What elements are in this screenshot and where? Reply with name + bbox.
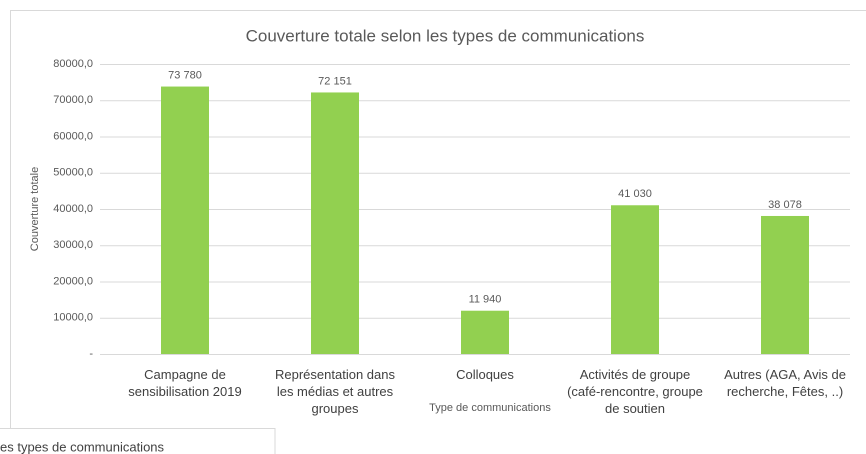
chart-border [10, 10, 866, 454]
x-tick-label: Colloques [456, 367, 514, 382]
data-label: 41 030 [618, 188, 652, 200]
overlay-text: es types de communications [0, 439, 165, 454]
x-tick-label: Autres (AGA, Avis de recherche, Fêtes, .… [724, 367, 846, 399]
y-tick-label: 20000,0 [53, 275, 93, 287]
bar [611, 205, 659, 354]
data-label: 11 940 [469, 294, 502, 306]
y-tick-label: 80000,0 [53, 58, 93, 70]
chart-title: Couverture totale selon les types de com… [246, 26, 645, 45]
y-tick-label: 30000,0 [53, 239, 93, 251]
data-label: 38 078 [768, 199, 802, 211]
data-label: 72 151 [318, 75, 352, 87]
x-tick-label: Activités de groupe (café-rencontre, gro… [567, 367, 703, 416]
overlay-panel [0, 428, 276, 454]
y-axis-title: Couverture totale [29, 167, 41, 251]
x-axis-title: Type de communications [429, 402, 551, 414]
y-tick-label: 40000,0 [53, 203, 93, 215]
bar [461, 310, 509, 354]
y-tick-label: 50000,0 [53, 167, 93, 179]
bar [311, 92, 359, 354]
x-tick-label: Représentation dans les médias et autres… [275, 367, 395, 416]
bar [161, 86, 209, 355]
y-tick-label: - [89, 348, 93, 360]
bar [761, 215, 809, 354]
y-tick-label: 10000,0 [53, 312, 93, 324]
data-label: 73 780 [168, 69, 202, 81]
x-tick-label: Campagne de sensibilisation 2019 [128, 367, 242, 399]
y-tick-label: 60000,0 [53, 130, 93, 142]
y-tick-label: 70000,0 [53, 94, 93, 106]
